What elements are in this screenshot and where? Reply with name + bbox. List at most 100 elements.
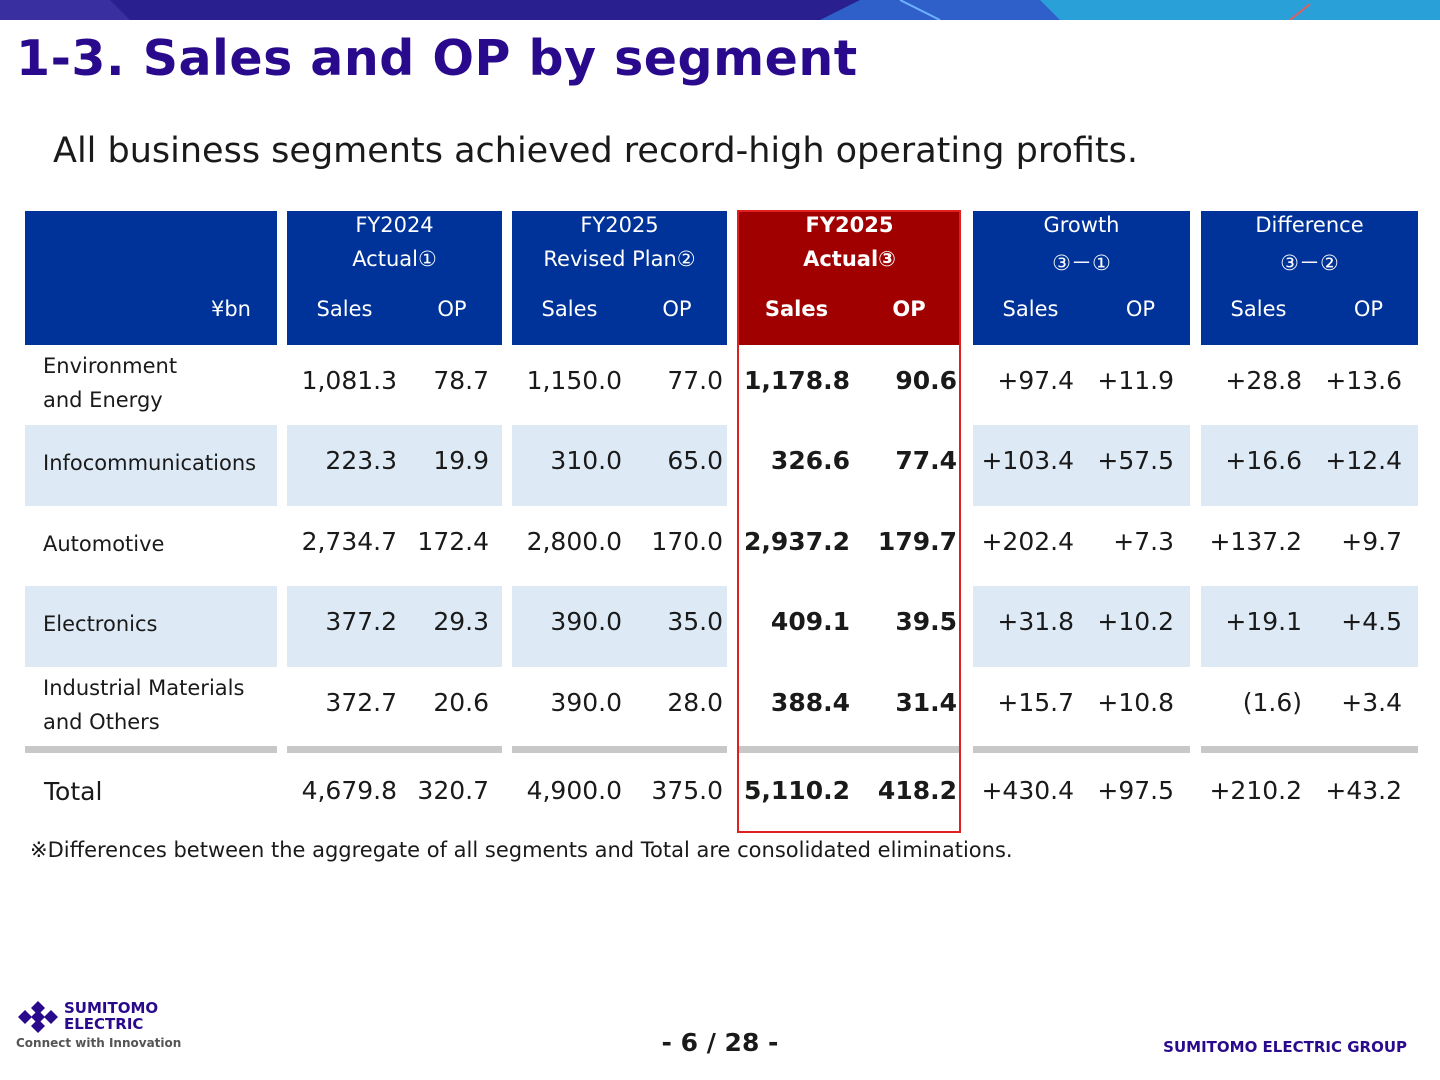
header-fy2024-actual: FY2024 Actual① Sales OP — [287, 211, 502, 345]
cell-growth-op: +7.3 — [1113, 527, 1174, 556]
group-name: SUMITOMO ELECTRIC GROUP — [1163, 1038, 1407, 1056]
cell-diff-op: +12.4 — [1325, 446, 1402, 475]
row-band — [287, 586, 502, 667]
row-band — [512, 586, 727, 667]
cell-plan-sales: 390.0 — [550, 688, 622, 717]
cell-growth-sales: +15.7 — [997, 688, 1074, 717]
row-label-electronics: Electronics — [43, 607, 157, 641]
row-label-industrial-materials: Industrial Materials and Others — [43, 671, 244, 739]
header-fy2025-plan: FY2025 Revised Plan② Sales OP — [512, 211, 727, 345]
cell-actual-op: 39.5 — [895, 607, 957, 636]
cell-diff-op: +43.2 — [1325, 776, 1402, 805]
cell-diff-op: +4.5 — [1341, 607, 1402, 636]
cell-fy2024-op: 29.3 — [433, 607, 489, 636]
row-label-line1: Environment — [43, 354, 178, 378]
cell-fy2024-sales: 372.7 — [325, 688, 397, 717]
row-label-automotive: Automotive — [43, 527, 164, 561]
page-subtitle: All business segments achieved record-hi… — [53, 131, 1138, 171]
logo-tagline: Connect with Innovation — [16, 1036, 182, 1050]
cell-growth-sales: +202.4 — [981, 527, 1074, 556]
cell-plan-sales: 1,150.0 — [526, 366, 622, 395]
row-band — [512, 425, 727, 506]
cell-fy2024-op: 20.6 — [433, 688, 489, 717]
cell-diff-sales: +28.8 — [1225, 366, 1302, 395]
cell-plan-op: 35.0 — [667, 607, 723, 636]
header-sales: Sales — [541, 297, 598, 321]
cell-growth-sales: +430.4 — [981, 776, 1074, 805]
cell-growth-sales: +31.8 — [997, 607, 1074, 636]
cell-actual-op: 418.2 — [877, 776, 957, 805]
cell-actual-op: 77.4 — [895, 446, 957, 475]
header-line2: Actual③ — [803, 247, 896, 271]
row-label-environment-energy: Environment and Energy — [43, 349, 177, 417]
row-label-infocommunications: Infocommunications — [43, 446, 256, 480]
header-growth: Growth ③－① Sales OP — [973, 211, 1190, 345]
cell-growth-op: +57.5 — [1097, 446, 1174, 475]
header-op: OP — [662, 297, 692, 321]
cell-growth-sales: +97.4 — [997, 366, 1074, 395]
logo-line2: ELECTRIC — [64, 1015, 144, 1033]
row-band — [1201, 586, 1418, 667]
cell-diff-sales: +210.2 — [1209, 776, 1302, 805]
footnote: ※Differences between the aggregate of al… — [30, 838, 1013, 862]
cell-actual-sales: 2,937.2 — [744, 527, 850, 556]
cell-actual-sales: 1,178.8 — [744, 366, 850, 395]
header-line1: FY2025 — [805, 213, 894, 237]
cell-diff-sales: +137.2 — [1209, 527, 1302, 556]
row-band — [25, 425, 277, 506]
cell-fy2024-sales: 2,734.7 — [301, 527, 397, 556]
cell-diff-sales: +19.1 — [1225, 607, 1302, 636]
logo-text: SUMITOMO ELECTRIC — [64, 1000, 158, 1032]
cell-diff-op: +3.4 — [1341, 688, 1402, 717]
total-separator — [738, 746, 961, 753]
row-label-line2: and Energy — [43, 388, 163, 412]
cell-plan-op: 77.0 — [667, 366, 723, 395]
sumitomo-logo-icon — [18, 1001, 58, 1033]
cell-plan-sales: 2,800.0 — [526, 527, 622, 556]
header-line2: Actual① — [352, 247, 437, 271]
page-number: - 6 / 28 - — [661, 1028, 779, 1057]
cell-actual-op: 179.7 — [877, 527, 957, 556]
header-line1: FY2025 — [580, 213, 659, 237]
header-op: OP — [892, 297, 926, 321]
row-label-line1: Industrial Materials — [43, 676, 245, 700]
cell-growth-op: +97.5 — [1097, 776, 1174, 805]
header-label-cell: ¥bn — [25, 211, 277, 345]
row-label-line2: and Others — [43, 710, 160, 734]
header-line1: Growth — [1043, 213, 1120, 237]
header-op: OP — [1353, 297, 1384, 321]
header-line2: ③－① — [1052, 251, 1111, 275]
top-banner — [0, 0, 1440, 20]
row-label-total: Total — [44, 777, 103, 806]
cell-plan-op: 170.0 — [651, 527, 723, 556]
row-band — [1201, 425, 1418, 506]
cell-plan-op: 375.0 — [651, 776, 723, 805]
cell-plan-sales: 390.0 — [550, 607, 622, 636]
cell-plan-op: 28.0 — [667, 688, 723, 717]
cell-fy2024-op: 320.7 — [417, 776, 489, 805]
header-line2: ③－② — [1280, 251, 1339, 275]
row-label-line1: Electronics — [43, 612, 158, 636]
total-separator — [512, 746, 727, 753]
header-op: OP — [1125, 297, 1156, 321]
cell-actual-op: 31.4 — [895, 688, 957, 717]
total-separator — [973, 746, 1190, 753]
header-sales: Sales — [316, 297, 373, 321]
unit-label: ¥bn — [210, 297, 251, 321]
cell-fy2024-sales: 1,081.3 — [301, 366, 397, 395]
cell-fy2024-sales: 4,679.8 — [301, 776, 397, 805]
total-separator — [1201, 746, 1418, 753]
cell-fy2024-sales: 377.2 — [325, 607, 397, 636]
cell-plan-sales: 310.0 — [550, 446, 622, 475]
row-label-line1: Infocommunications — [43, 451, 257, 475]
cell-actual-op: 90.6 — [895, 366, 957, 395]
cell-diff-op: +9.7 — [1341, 527, 1402, 556]
cell-plan-op: 65.0 — [667, 446, 723, 475]
logo-line1: SUMITOMO — [64, 999, 159, 1017]
cell-actual-sales: 388.4 — [770, 688, 850, 717]
cell-actual-sales: 5,110.2 — [744, 776, 850, 805]
header-difference: Difference ③－② Sales OP — [1201, 211, 1418, 345]
cell-growth-op: +10.8 — [1097, 688, 1174, 717]
row-band — [25, 586, 277, 667]
cell-plan-sales: 4,900.0 — [526, 776, 622, 805]
